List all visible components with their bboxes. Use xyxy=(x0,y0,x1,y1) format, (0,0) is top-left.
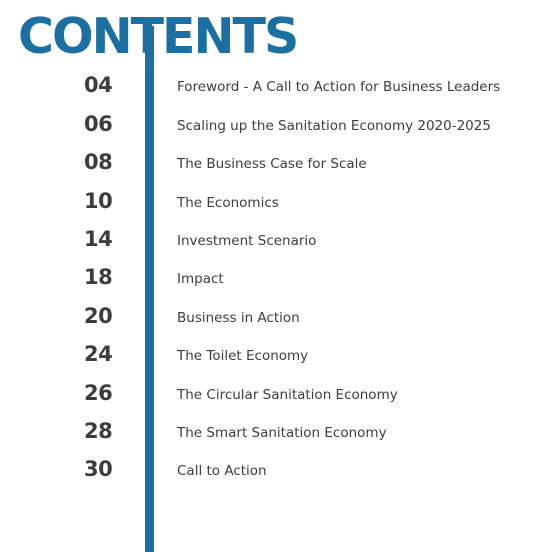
toc-page-number: 04 xyxy=(84,73,113,97)
toc-page-number: 28 xyxy=(84,419,113,443)
toc-page-number: 30 xyxy=(84,457,113,481)
toc-entry-title: Scaling up the Sanitation Economy 2020-2… xyxy=(177,118,491,134)
toc-entry[interactable]: 26 The Circular Sanitation Economy xyxy=(0,378,545,408)
toc-entry[interactable]: 06 Scaling up the Sanitation Economy 202… xyxy=(0,109,545,139)
toc-page-number: 14 xyxy=(84,227,113,251)
toc-entry-title: The Circular Sanitation Economy xyxy=(177,387,398,403)
toc-entry-title: The Economics xyxy=(177,195,279,211)
toc-entry-title: The Business Case for Scale xyxy=(177,156,367,172)
toc-page-number: 06 xyxy=(84,112,113,136)
toc-page-number: 20 xyxy=(84,304,113,328)
toc-entry-title: Business in Action xyxy=(177,310,300,326)
toc-entry-title: Investment Scenario xyxy=(177,233,317,249)
toc-page-number: 18 xyxy=(84,265,113,289)
toc-entry[interactable]: 28 The Smart Sanitation Economy xyxy=(0,416,545,446)
toc-entry[interactable]: 08 The Business Case for Scale xyxy=(0,147,545,177)
toc-entry[interactable]: 10 The Economics xyxy=(0,186,545,216)
toc-entry-title: The Smart Sanitation Economy xyxy=(177,425,387,441)
toc-page-number: 26 xyxy=(84,381,113,405)
page-title: CONTENTS xyxy=(18,8,299,65)
toc-entry[interactable]: 18 Impact xyxy=(0,262,545,292)
toc-entry[interactable]: 20 Business in Action xyxy=(0,301,545,331)
toc-entry[interactable]: 30 Call to Action xyxy=(0,454,545,484)
vertical-divider xyxy=(145,26,154,552)
toc-entry[interactable]: 24 The Toilet Economy xyxy=(0,339,545,369)
toc-entry-title: Call to Action xyxy=(177,463,267,479)
toc-page-number: 24 xyxy=(84,342,113,366)
toc-page-number: 10 xyxy=(84,189,113,213)
toc-entry[interactable]: 04 Foreword - A Call to Action for Busin… xyxy=(0,70,545,100)
toc-entry[interactable]: 14 Investment Scenario xyxy=(0,224,545,254)
toc-entry-title: Impact xyxy=(177,271,224,287)
toc-entry-title: Foreword - A Call to Action for Business… xyxy=(177,79,501,95)
toc-entry-title: The Toilet Economy xyxy=(177,348,309,364)
toc-page-number: 08 xyxy=(84,150,113,174)
